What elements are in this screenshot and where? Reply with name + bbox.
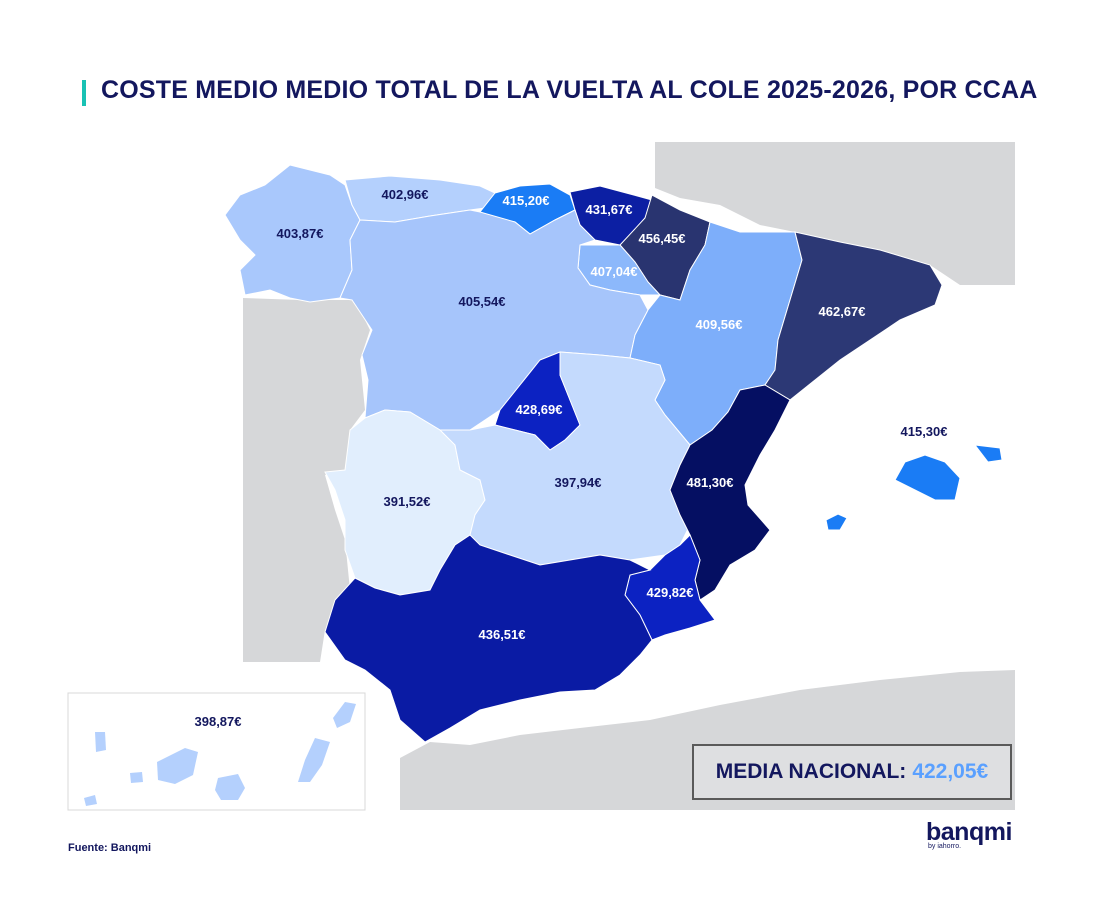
label-andalucia: 436,51€ — [479, 627, 526, 642]
label-castilla-y-leon: 405,54€ — [459, 294, 506, 309]
region-asturias[interactable] — [344, 175, 496, 223]
label-baleares: 415,30€ — [901, 424, 948, 439]
region-cataluna[interactable] — [764, 231, 943, 401]
label-canarias: 398,87€ — [195, 714, 242, 729]
label-la-rioja: 407,04€ — [591, 264, 638, 279]
label-galicia: 403,87€ — [277, 226, 324, 241]
region-canarias-fuerteventura[interactable] — [298, 738, 330, 782]
label-aragon: 409,56€ — [696, 317, 743, 332]
label-asturias: 402,96€ — [382, 187, 429, 202]
national-average-label: MEDIA NACIONAL: — [715, 760, 907, 783]
france-landmass — [655, 142, 1015, 285]
region-canarias-lanzarote[interactable] — [333, 702, 356, 728]
label-pais-vasco: 431,67€ — [586, 202, 633, 217]
national-average-value: 422,05€ — [912, 760, 989, 783]
map-title: COSTE MEDIO MEDIO TOTAL DE LA VUELTA AL … — [101, 76, 1038, 104]
label-extremadura: 391,52€ — [384, 494, 431, 509]
region-baleares-menorca[interactable] — [973, 444, 1003, 463]
label-comunidad-valenciana: 481,30€ — [687, 475, 734, 490]
label-cantabria: 415,20€ — [503, 193, 550, 208]
label-castilla-la-mancha: 397,94€ — [555, 475, 602, 490]
label-navarra: 456,45€ — [639, 231, 686, 246]
title-accent-bar — [82, 80, 86, 106]
label-madrid: 428,69€ — [516, 402, 563, 417]
region-baleares-mallorca[interactable] — [894, 454, 961, 501]
label-cataluna: 462,67€ — [819, 304, 866, 319]
portugal-landmass — [243, 298, 370, 662]
brand-logo-sub: by iahorro. — [928, 843, 962, 850]
brand-logo: banqmi — [926, 818, 1012, 846]
label-murcia: 429,82€ — [647, 585, 694, 600]
region-canarias-el-hierro[interactable] — [84, 795, 97, 806]
region-canarias-tenerife[interactable] — [157, 748, 198, 784]
region-canarias-gran-canaria[interactable] — [215, 774, 245, 800]
source-note: Fuente: Banqmi — [68, 842, 152, 854]
region-canarias-la-palma[interactable] — [95, 732, 106, 752]
region-comunidad-valenciana[interactable] — [669, 384, 791, 601]
region-andalucia[interactable] — [324, 534, 653, 743]
region-baleares-ibiza[interactable] — [825, 513, 848, 531]
national-average-box: MEDIA NACIONAL: 422,05€ — [692, 744, 1012, 800]
region-canarias-la-gomera[interactable] — [130, 772, 143, 783]
